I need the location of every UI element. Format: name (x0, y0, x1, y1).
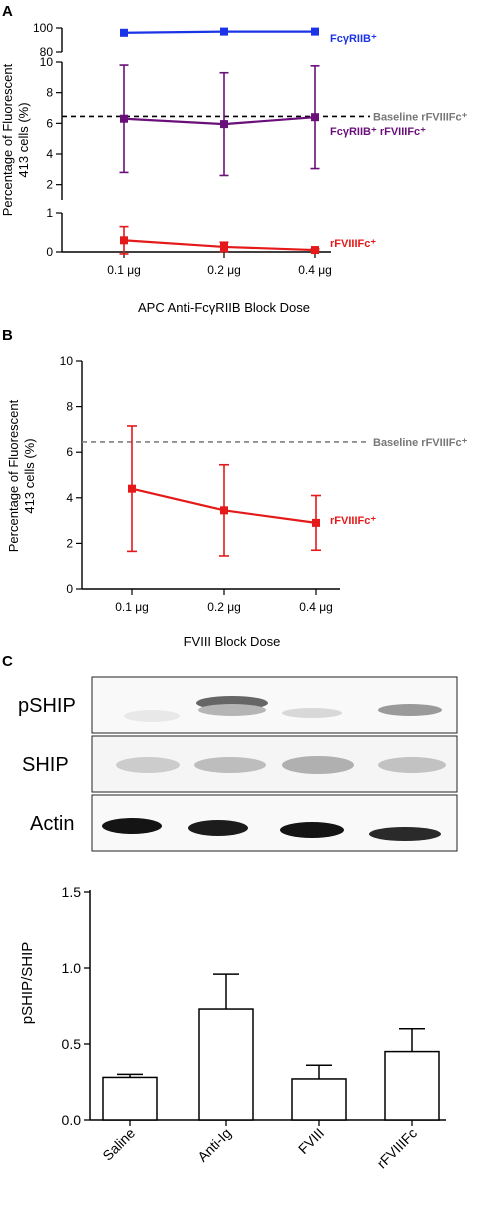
panel-b-axes: 0 2 4 6 8 10 0.1 μg 0.2 μg 0.4 μg (60, 354, 340, 614)
band-pship-fviii (282, 708, 342, 718)
panel-a-fc-riib-rfviiifc-point (120, 114, 128, 123)
panel-a-x-tick-label: 0.2 μg (207, 263, 241, 277)
panel-c: C pS (2, 653, 458, 1171)
panel-a-y-tick-label: 8 (46, 86, 53, 100)
panel-c-x-tick-label: rFVIIIFc (374, 1125, 421, 1172)
panel-b-x-tick-label: 0.1 μg (115, 600, 149, 614)
panel-a-rfviiifc-label: rFVIIIFc⁺ (330, 238, 376, 250)
panel-a-y-tick-label: 80 (40, 45, 54, 59)
panel-b-y-tick-label: 10 (60, 354, 74, 368)
blot-label-ship: SHIP (22, 754, 69, 776)
panel-c-y-tick-label: 1.5 (62, 884, 82, 900)
panel-c-letter: C (2, 653, 13, 670)
panel-a-rfviiifc-point (120, 236, 128, 245)
panel-a-fc-riib-rfviiifc-point (311, 113, 319, 122)
panel-a-fc-riib-line (123, 30, 315, 34)
panel-c-bar-fviii (291, 1078, 347, 1121)
panel-b: B Percentage of Fluorescent 413 cells (%… (2, 327, 468, 649)
panel-b-ylabel-line1: Percentage of Fluorescent (6, 399, 21, 552)
panel-c-x-tick-label: Saline (99, 1125, 138, 1164)
blot-bands (102, 696, 446, 841)
panel-a-fc-riib-label: FcγRIIB⁺ (330, 33, 377, 45)
panel-b-y-tick-label: 8 (66, 400, 73, 414)
panel-b-letter: B (2, 327, 13, 344)
panel-c-x-tick-label: Anti-Ig (194, 1125, 234, 1165)
blot-label-actin: Actin (30, 813, 74, 835)
blot-label-pship: pSHIP (18, 695, 76, 717)
panel-a-letter: A (2, 3, 13, 20)
panel-a-rfviiifc-point (220, 242, 228, 251)
panel-c-y-tick-label: 1.0 (62, 960, 82, 976)
panel-b-y-tick-label: 4 (66, 491, 73, 505)
panel-b-baseline-label: Baseline rFVIIIFc⁺ (373, 437, 468, 449)
band-ship-anti-ig (194, 757, 266, 773)
panel-c-y-tick-label: 0.0 (62, 1112, 82, 1128)
panel-b-x-tick-label: 0.2 μg (207, 600, 241, 614)
panel-b-rfviiifc-point (220, 506, 228, 515)
band-ship-saline (116, 757, 180, 773)
panel-c-x-tick-label: FVIII (295, 1125, 327, 1157)
panel-b-xlabel: FVIII Block Dose (184, 634, 281, 649)
panel-b-rfviiifc-point (312, 518, 320, 527)
band-actin-saline (102, 818, 162, 834)
panel-b-y-tick-label: 2 (66, 536, 73, 550)
band-actin-anti-ig (188, 820, 248, 836)
panel-c-marks (102, 973, 440, 1121)
panel-b-y-tick-label: 0 (66, 582, 73, 596)
panel-a-fc-riib-rfviiifc-line (123, 116, 316, 126)
panel-a-y-tick-label: 1 (46, 206, 53, 220)
panel-c-bar-anti-ig (198, 1008, 254, 1121)
panel-b-x-tick-label: 0.4 μg (299, 600, 333, 614)
panel-a-fc-riib-rfviiifc-label: FcγRIIB⁺ rFVIIIFc⁺ (330, 126, 426, 138)
panel-b-marks: Baseline rFVIIIFc⁺ rFVIIIFc⁺ (82, 425, 468, 557)
panel-c-bar-rfviiifc (384, 1050, 440, 1121)
panel-a-baseline-label: Baseline rFVIIIFc⁺ (373, 111, 468, 123)
panel-a: A Percentage of Fluorescent 413 cells (%… (0, 3, 468, 315)
panel-a-fc-riib-point (311, 27, 319, 36)
panel-a-fc-riib-point (220, 27, 228, 36)
panel-a-fc-riib-point (120, 28, 128, 37)
panel-a-marks: Baseline rFVIIIFc⁺ FcγRIIB⁺ FcγRIIB⁺ rFVII… (62, 27, 468, 255)
band-pship-saline (124, 710, 180, 722)
band-ship-fviii (282, 756, 354, 774)
band-ship-rfviiifc (378, 757, 446, 773)
panel-a-ylabel-line2: 413 cells (%) (16, 102, 31, 177)
panel-b-y-tick-label: 6 (66, 445, 73, 459)
band-actin-rfviiifc (369, 827, 441, 841)
panel-a-y-tick-label: 10 (40, 55, 54, 69)
panel-c-bar-saline (102, 1076, 158, 1121)
panel-a-y-tick-label: 100 (33, 21, 53, 35)
band-pship-rfviiifc (378, 704, 442, 716)
panel-c-ylabel: pSHIP/SHIP (19, 942, 36, 1025)
panel-b-rfviiifc-label: rFVIIIFc⁺ (330, 515, 376, 527)
panel-a-y-tick-label: 6 (46, 116, 53, 130)
panel-a-y-tick-label: 0 (46, 245, 53, 259)
panel-c-axes: 0.0 0.5 1.0 1.5 Saline Anti-Ig FVIII rFVIIIFc (62, 884, 446, 1171)
band-actin-fviii (280, 822, 344, 838)
panel-a-xlabel: APC Anti-FcγRIIB Block Dose (138, 300, 310, 315)
panel-a-ylabel-line1: Percentage of Fluorescent (0, 63, 15, 216)
panel-a-y-tick-label: 4 (46, 147, 53, 161)
panel-b-rfviiifc-point (128, 484, 136, 493)
panel-a-y-tick-label: 2 (46, 178, 53, 192)
panel-a-x-tick-label: 0.4 μg (298, 263, 332, 277)
panel-c-y-tick-label: 0.5 (62, 1036, 82, 1052)
western-blot-image: pSHIP SHIP Actin (18, 676, 458, 852)
panel-a-x-tick-label: 0.1 μg (107, 263, 141, 277)
panel-a-rfviiifc-point (311, 246, 319, 255)
panel-b-ylabel-line2: 413 cells (%) (22, 438, 37, 513)
panel-a-fc-riib-rfviiifc-point (220, 120, 228, 129)
band-pship-anti-ig-halo (198, 704, 266, 716)
